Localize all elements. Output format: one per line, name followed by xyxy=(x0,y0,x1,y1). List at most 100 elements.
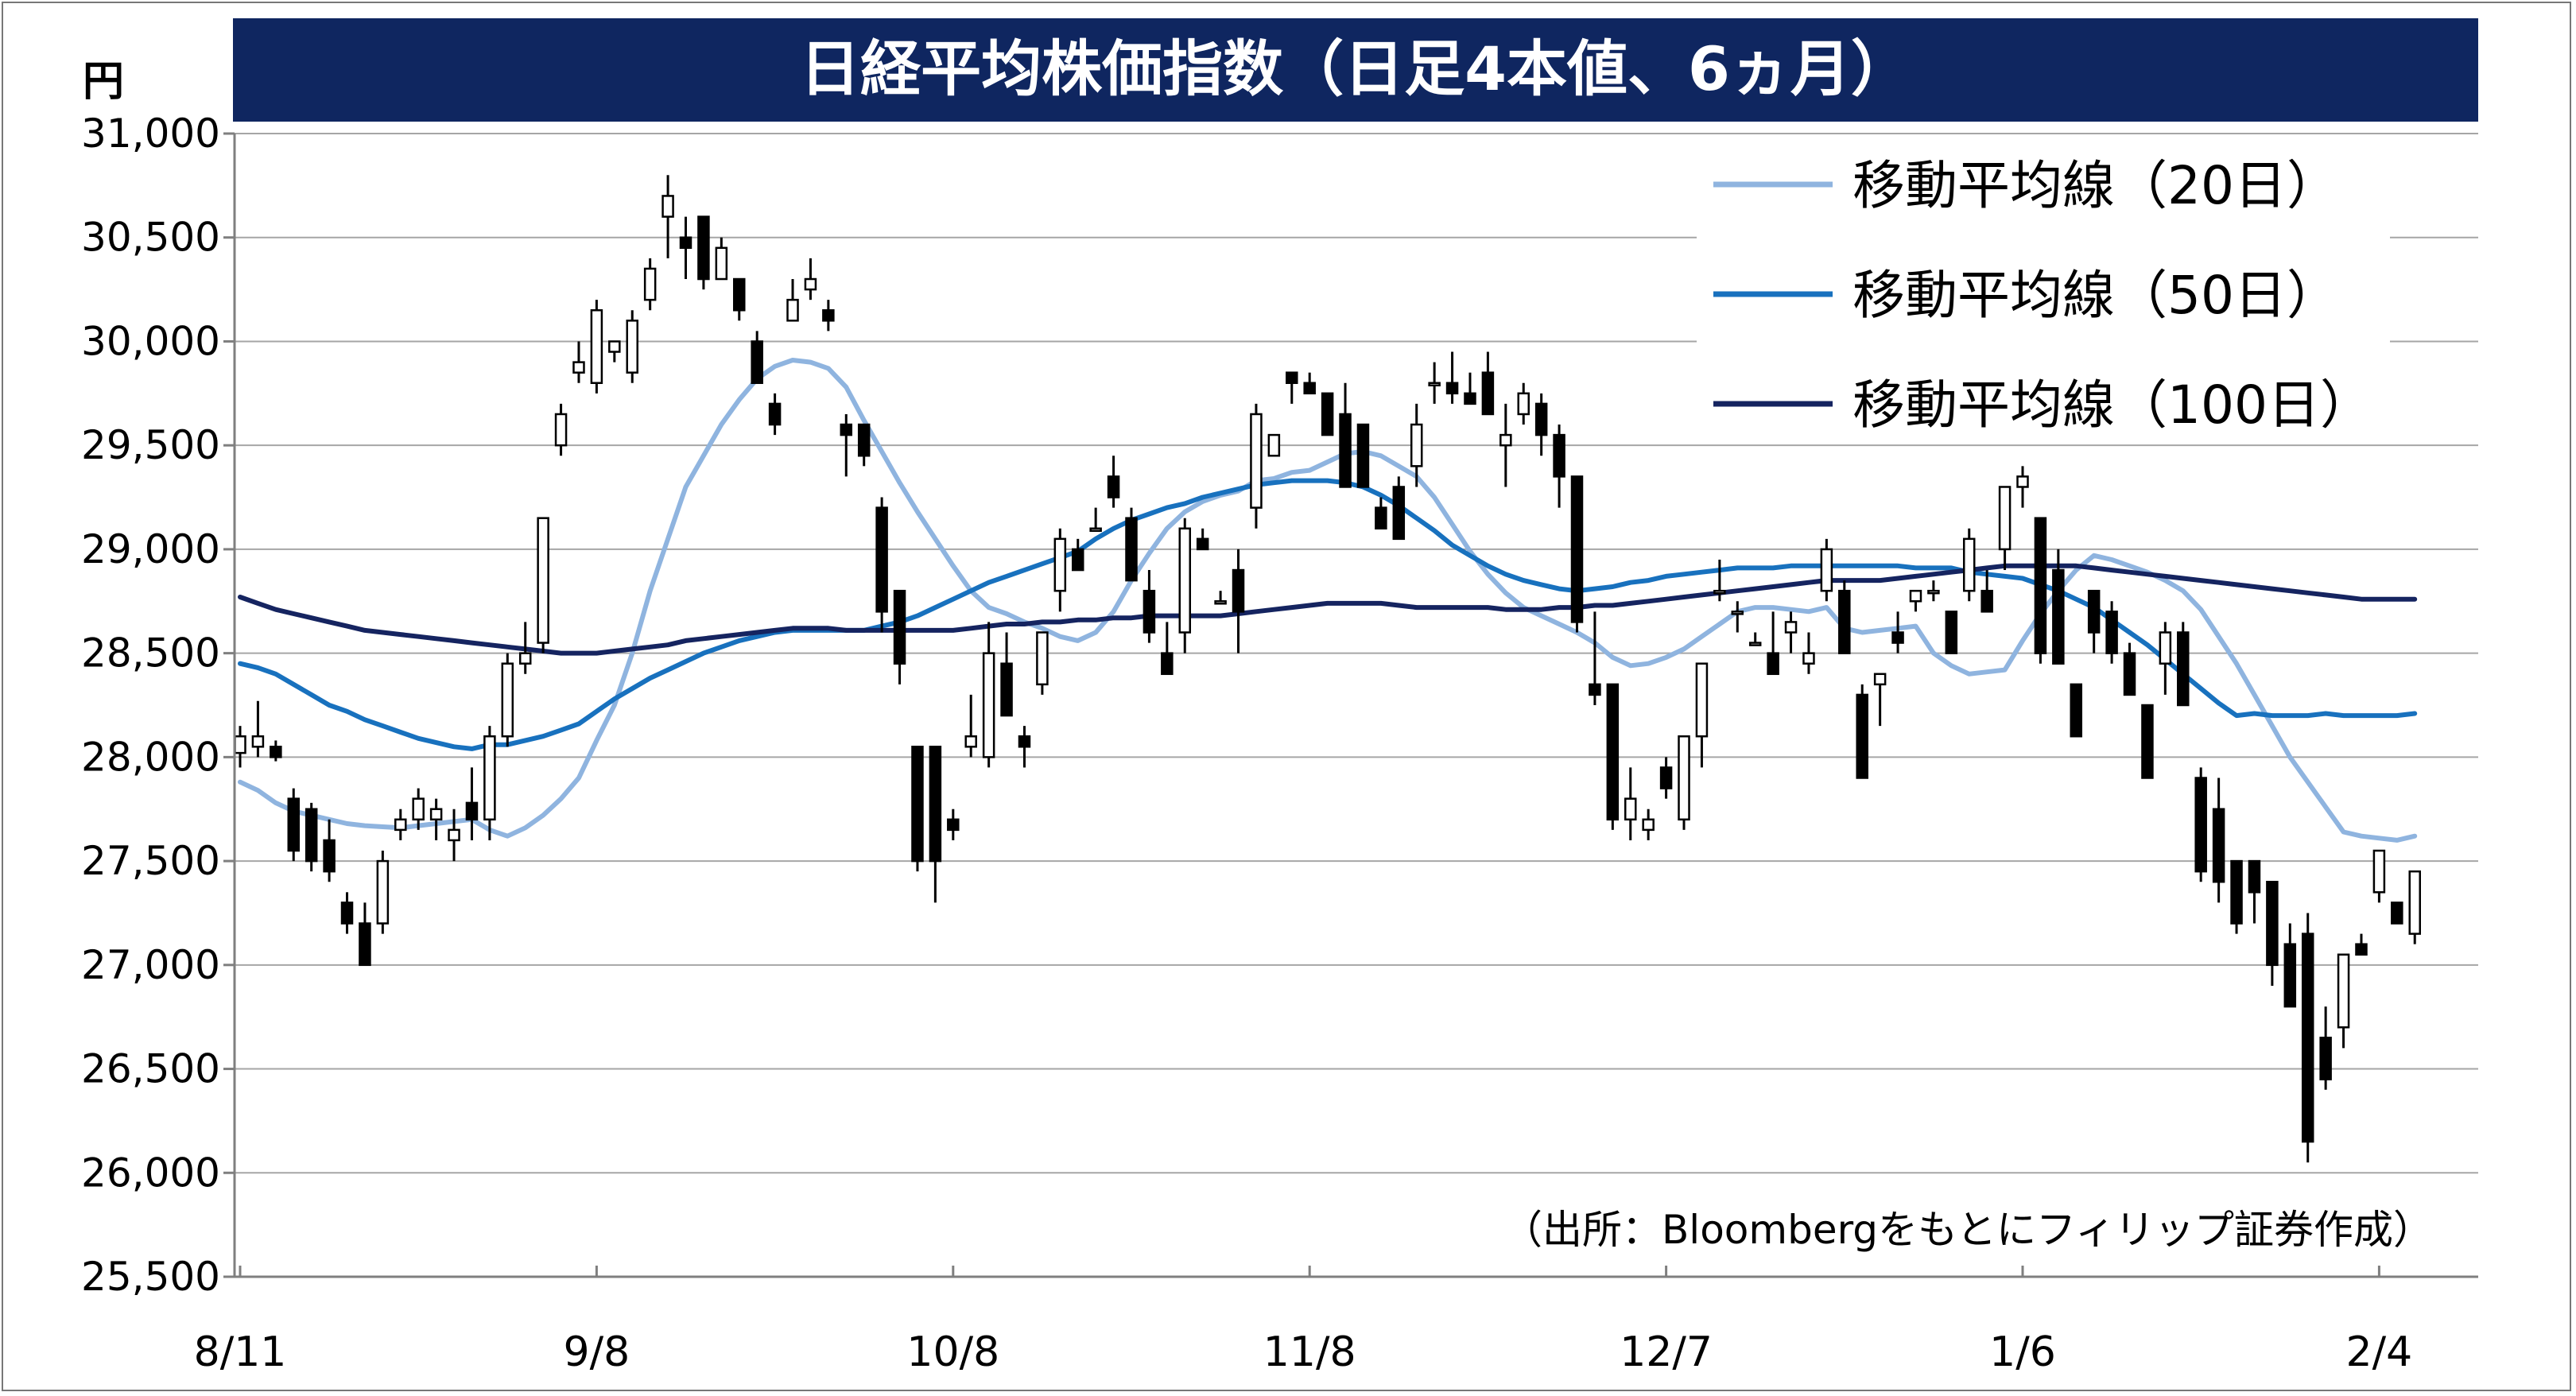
candle-body xyxy=(483,735,496,821)
candle-body xyxy=(1428,382,1441,386)
candle-body xyxy=(1445,382,1459,395)
candle-body xyxy=(643,267,657,301)
y-tick-label: 29,500 xyxy=(81,422,220,468)
candle-body xyxy=(1499,433,1512,447)
y-tick-label: 27,000 xyxy=(81,942,220,988)
candle xyxy=(733,277,746,321)
candle-body xyxy=(1178,527,1192,634)
candle-body xyxy=(947,818,960,832)
candle xyxy=(1375,497,1387,530)
candle-body xyxy=(2337,953,2350,1029)
candle-body xyxy=(786,298,799,322)
candle-body xyxy=(1624,797,1637,821)
candle xyxy=(1089,507,1102,533)
candle-body xyxy=(1000,662,1013,717)
title-banner xyxy=(233,18,2478,122)
candle-body xyxy=(1250,413,1263,509)
candle xyxy=(2283,923,2297,1008)
candle xyxy=(2177,622,2190,707)
candle-body xyxy=(982,652,995,758)
candle xyxy=(2123,642,2136,696)
candle-body xyxy=(2319,1037,2332,1080)
candle-body xyxy=(893,589,906,665)
candle xyxy=(1339,382,1352,488)
candle-body xyxy=(1232,568,1245,613)
candle-body xyxy=(1927,589,1940,595)
candle xyxy=(2052,549,2065,665)
x-axis-ticks: 8/11 9/8 10/8 11/8 12/7 1/6 2/4 xyxy=(194,1266,2412,1376)
candle-body xyxy=(1909,589,1922,603)
candle xyxy=(429,798,443,840)
candle xyxy=(572,341,585,383)
candle-body xyxy=(394,818,407,832)
candle xyxy=(1481,351,1495,416)
candle xyxy=(518,622,532,674)
y-tick-label: 31,000 xyxy=(81,111,220,157)
candle-body xyxy=(1196,537,1209,551)
candle-body xyxy=(2159,631,2172,665)
candle-body xyxy=(1125,517,1138,582)
candle-body xyxy=(1695,662,1709,738)
candle xyxy=(2070,683,2083,738)
candle-body xyxy=(626,320,638,374)
legend-label: 移動平均線（20日） xyxy=(1852,155,2339,216)
candle-body xyxy=(1214,600,1227,605)
candle xyxy=(768,393,782,436)
candle-body xyxy=(429,808,443,821)
x-tick-label: 9/8 xyxy=(564,1328,630,1376)
candle-body xyxy=(2052,568,2065,665)
source-note-box xyxy=(1344,1192,2481,1261)
candle xyxy=(1161,622,1174,676)
candle-body xyxy=(590,308,603,384)
candle xyxy=(1410,403,1423,487)
candle xyxy=(1464,372,1476,405)
candle xyxy=(2319,1006,2332,1090)
candle-body xyxy=(1339,413,1352,488)
candle xyxy=(1321,392,1334,436)
candle xyxy=(1891,611,1904,653)
candle-body xyxy=(1517,392,1530,416)
candle-body xyxy=(2372,849,2386,894)
candle xyxy=(323,819,336,882)
candle xyxy=(1678,735,1690,830)
candle xyxy=(376,851,390,934)
candle-body xyxy=(1267,433,1281,457)
plot-axes xyxy=(233,134,2478,1278)
candle xyxy=(2248,859,2261,924)
candle-body xyxy=(1089,527,1102,533)
candle-body xyxy=(822,308,835,322)
candle xyxy=(1232,549,1245,653)
candle-body xyxy=(1570,475,1584,623)
candle xyxy=(1428,362,1441,404)
candle xyxy=(715,237,728,281)
candle-body xyxy=(287,797,301,852)
candle xyxy=(1178,518,1192,653)
candle-body xyxy=(465,801,479,821)
candle xyxy=(964,694,977,758)
candle-body xyxy=(359,922,371,967)
candle-body xyxy=(1553,433,1565,478)
candle-body xyxy=(1161,652,1174,676)
candle xyxy=(1517,382,1530,425)
candle-body xyxy=(2016,475,2029,488)
candle xyxy=(2159,622,2172,695)
candle xyxy=(1873,673,1887,727)
candle xyxy=(1927,580,1940,602)
candle xyxy=(270,740,282,762)
y-axis-ticks: 31,000 30,500 30,000 29,500 29,000 28,500 28,0… xyxy=(81,111,235,1300)
candle xyxy=(1214,591,1227,605)
candle xyxy=(2391,902,2403,925)
x-tick-label: 11/8 xyxy=(1263,1328,1356,1376)
candle-body xyxy=(1481,371,1495,416)
candle xyxy=(1143,570,1156,643)
candle-body xyxy=(2070,683,2083,738)
candle xyxy=(1767,611,1779,676)
candle xyxy=(1820,538,1833,602)
candle xyxy=(608,340,621,363)
candle-body xyxy=(2123,652,2136,696)
candle xyxy=(1250,403,1263,529)
candle xyxy=(1392,476,1406,541)
candle xyxy=(1838,580,1851,654)
candle xyxy=(1945,611,1958,654)
